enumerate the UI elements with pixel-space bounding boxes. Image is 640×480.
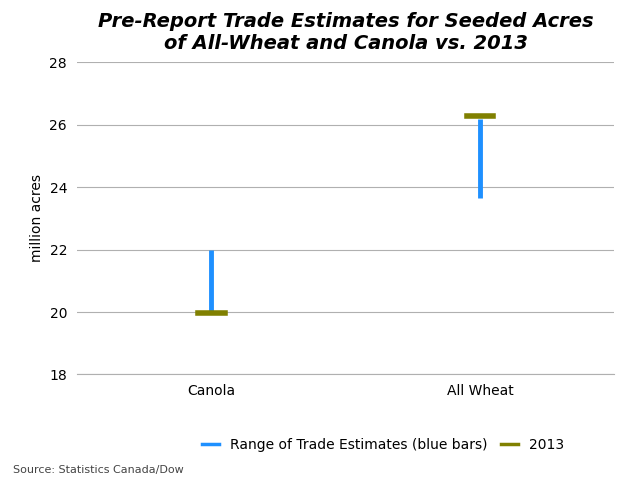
- Text: Source: Statistics Canada/Dow: Source: Statistics Canada/Dow: [13, 465, 184, 475]
- Title: Pre-Report Trade Estimates for Seeded Acres
of All-Wheat and Canola vs. 2013: Pre-Report Trade Estimates for Seeded Ac…: [98, 12, 593, 52]
- Legend: Range of Trade Estimates (blue bars), 2013: Range of Trade Estimates (blue bars), 20…: [202, 437, 564, 452]
- Y-axis label: million acres: million acres: [30, 174, 44, 263]
